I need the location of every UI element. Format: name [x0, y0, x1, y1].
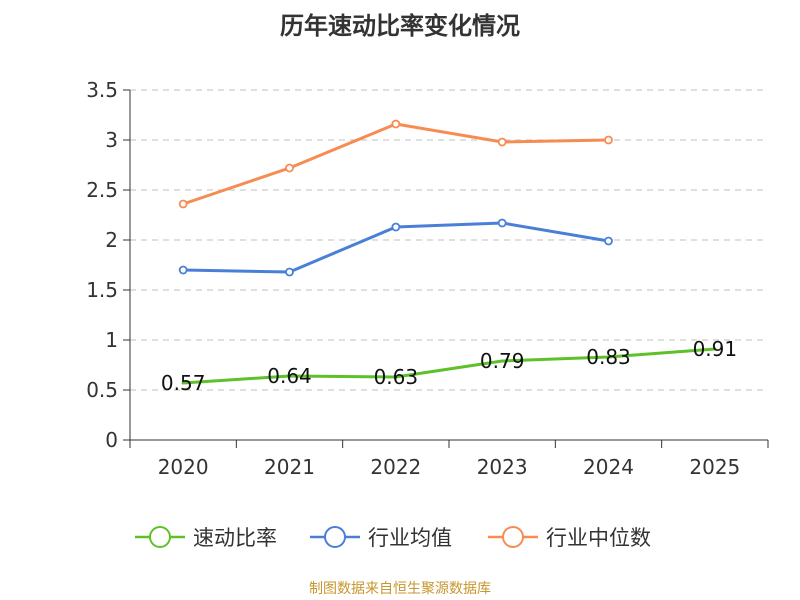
- legend-marker: [324, 526, 346, 548]
- y-tick-label: 3: [105, 128, 118, 152]
- data-point: [391, 222, 401, 232]
- data-point: [604, 135, 613, 145]
- legend-item-1: 行业均值: [310, 526, 452, 550]
- gridlines: [130, 89, 768, 391]
- x-tick-label: 2021: [264, 455, 315, 479]
- data-point: [497, 137, 507, 147]
- axes: 0 0.5 1 1.5 2 2.5 3 3.5 2020 2021 2022 2023 2024 2025: [86, 78, 769, 479]
- y-tick-label: 1: [105, 328, 118, 352]
- data-point: [285, 163, 294, 173]
- data-label: 0.63: [374, 365, 419, 389]
- series-line-0: [181, 347, 717, 385]
- source-note: 制图数据来自恒生聚源数据库: [309, 581, 491, 597]
- x-tick-label: 2020: [158, 455, 209, 479]
- legend-marker: [502, 526, 524, 548]
- legend-item-2: 行业中位数: [488, 526, 651, 550]
- y-tick-label: 1.5: [86, 278, 118, 302]
- data-point: [604, 236, 613, 246]
- data-label: 0.64: [267, 364, 312, 388]
- legend-label: 行业均值: [368, 526, 452, 550]
- series: [178, 119, 717, 385]
- legend-item-0: 速动比率: [135, 526, 277, 550]
- data-point: [178, 199, 188, 209]
- x-tick-label: 2025: [689, 455, 740, 479]
- legend-label: 速动比率: [193, 526, 277, 550]
- legend-label: 行业中位数: [546, 526, 651, 550]
- chart-title: 历年速动比率变化情况: [280, 12, 520, 40]
- y-tick-label: 0.5: [86, 378, 118, 402]
- data-point: [391, 119, 401, 129]
- y-tick-label: 0: [105, 428, 118, 452]
- data-label: 0.83: [586, 345, 631, 369]
- legend: 速动比率 行业均值 行业中位数: [135, 526, 651, 550]
- data-point: [285, 267, 294, 277]
- data-labels: 0.57 0.64 0.63 0.79 0.83 0.91: [161, 337, 737, 395]
- data-point: [497, 218, 507, 228]
- y-tick-label: 3.5: [86, 78, 118, 102]
- data-label: 0.79: [480, 349, 525, 373]
- y-tick-label: 2: [105, 228, 118, 252]
- y-tick-label: 2.5: [86, 178, 118, 202]
- x-tick-label: 2024: [583, 455, 634, 479]
- data-point: [178, 265, 188, 275]
- x-tick-label: 2022: [370, 455, 421, 479]
- data-label: 0.91: [693, 337, 738, 361]
- legend-marker: [149, 526, 171, 548]
- series-line-2: [181, 122, 610, 206]
- data-label: 0.57: [161, 371, 206, 395]
- x-tick-label: 2023: [477, 455, 528, 479]
